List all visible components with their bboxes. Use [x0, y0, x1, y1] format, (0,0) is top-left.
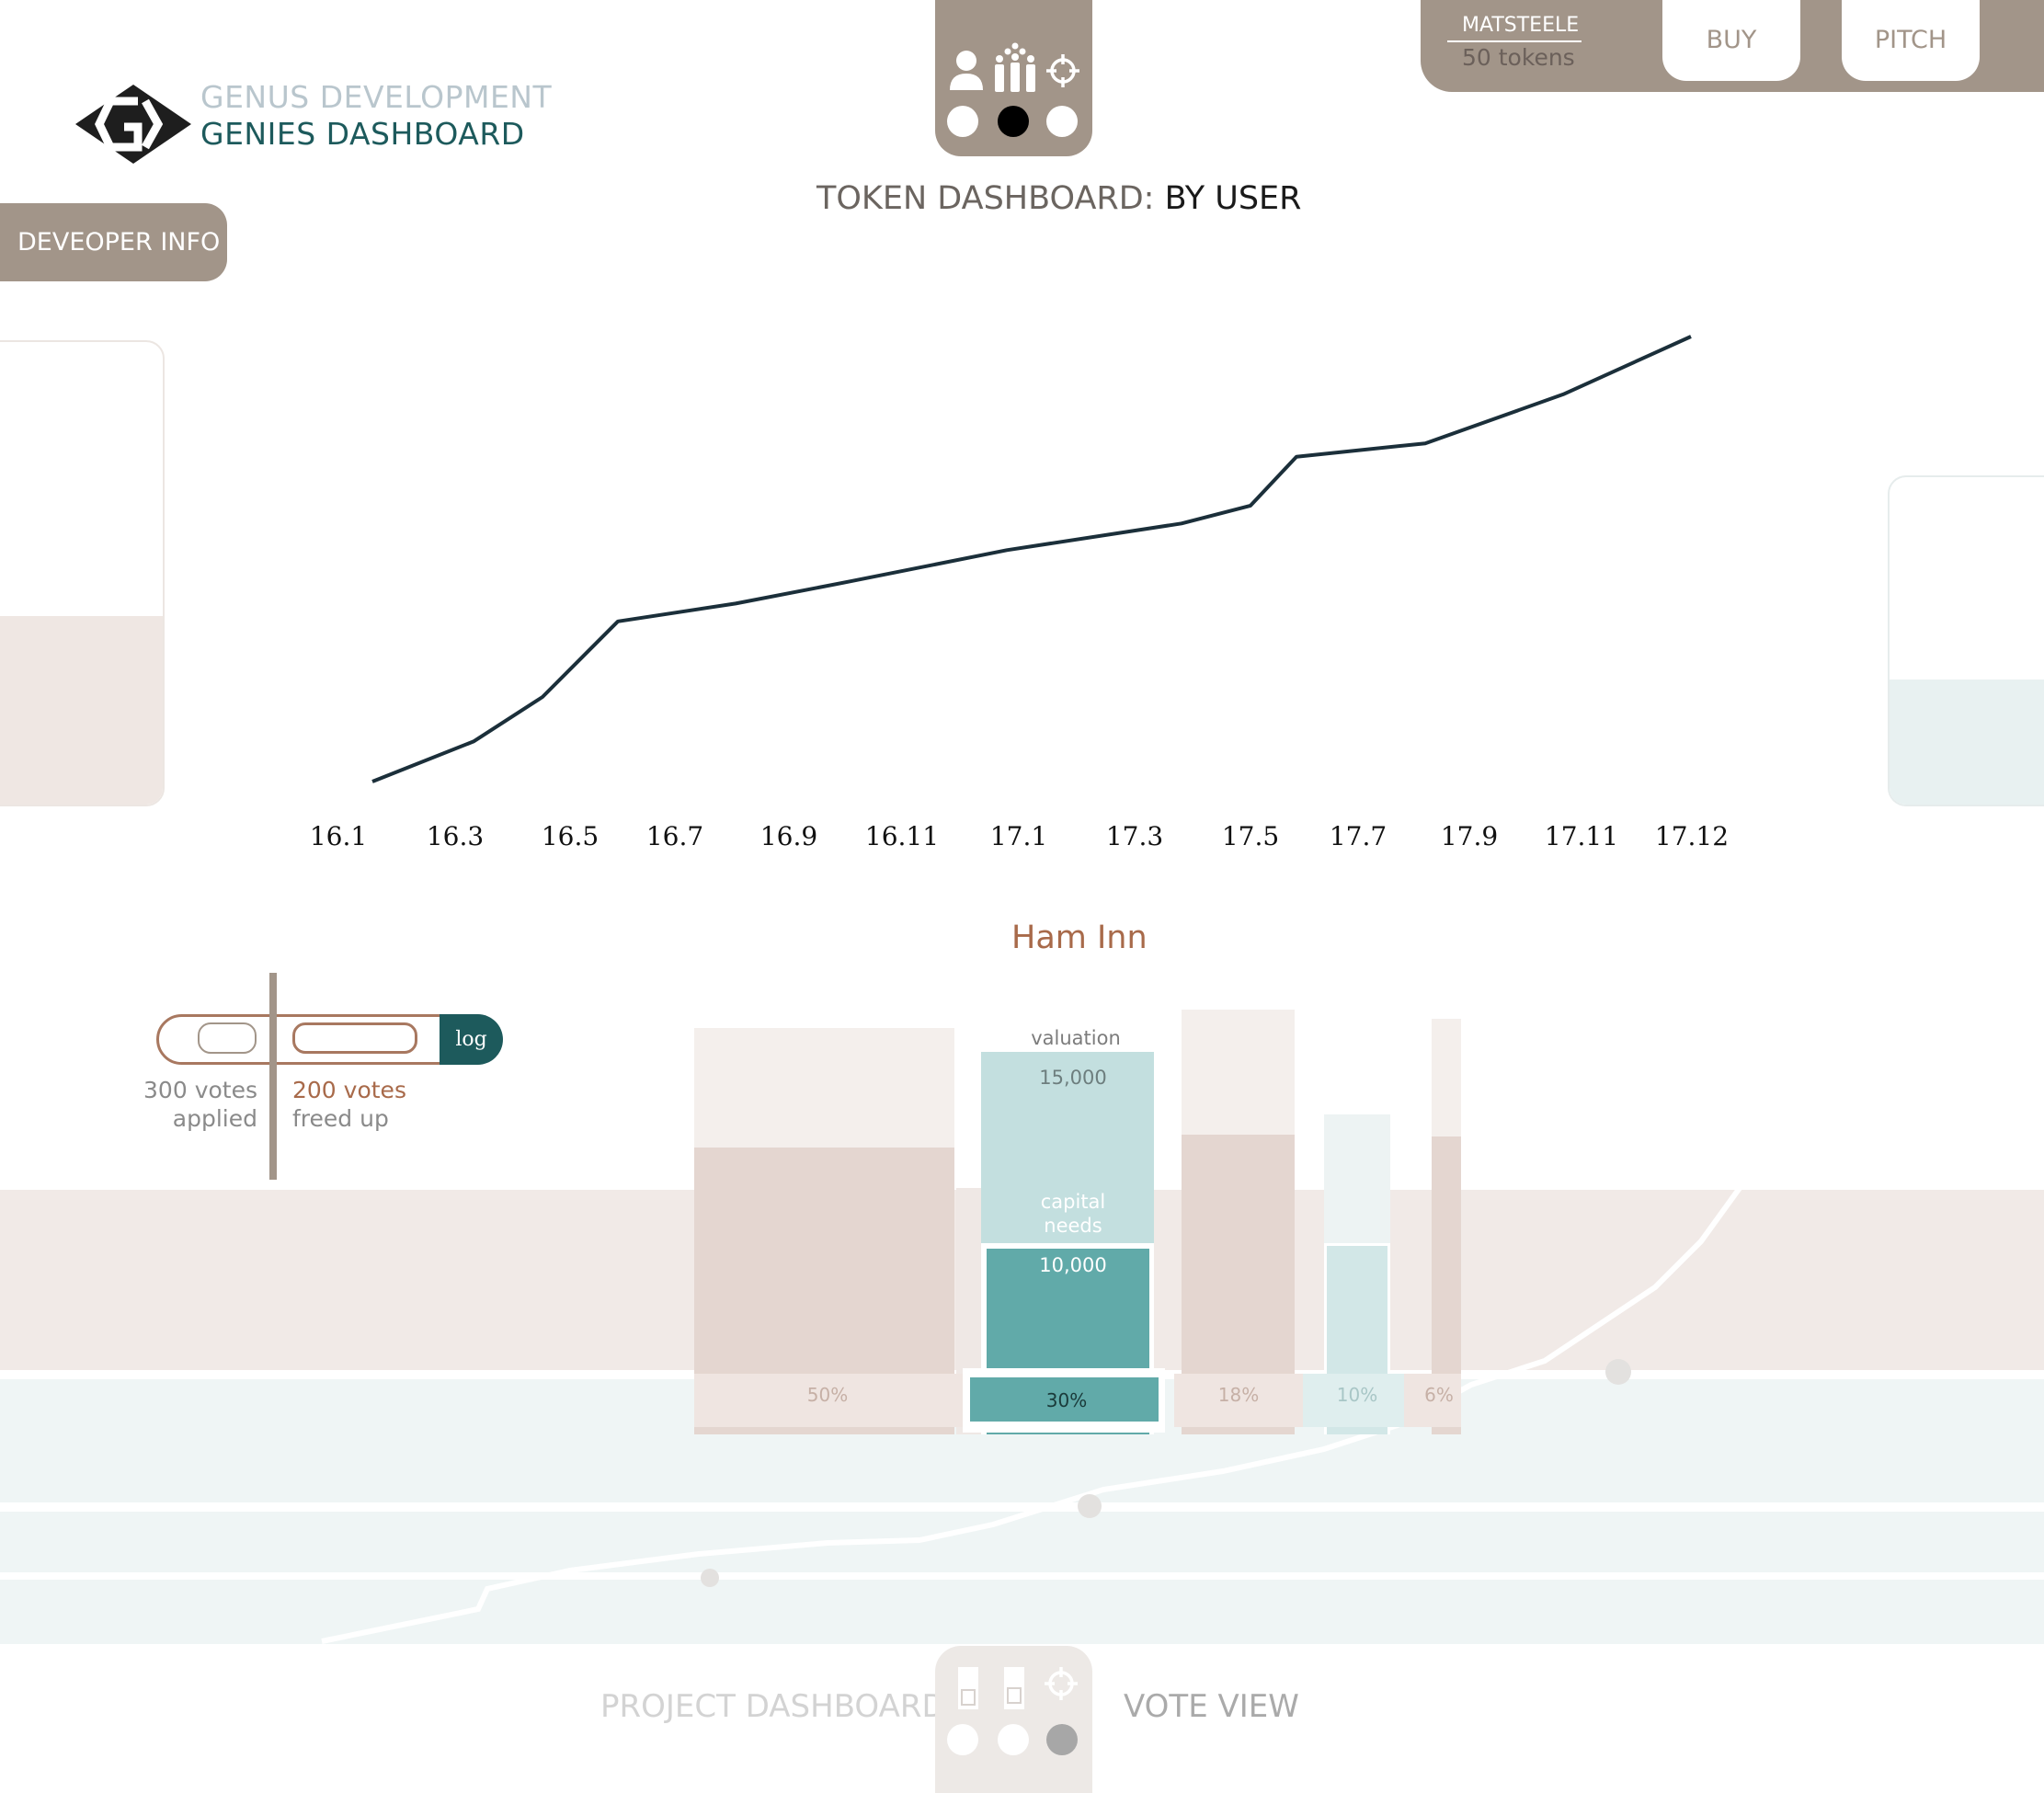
x-tick-label: 16.1: [310, 821, 367, 851]
developer-info-tab[interactable]: DEVEOPER INFO: [0, 203, 227, 281]
x-tick-label: 16.3: [427, 821, 484, 851]
product-name: GENIES DASHBOARD: [200, 116, 525, 152]
username-underline: [1447, 40, 1582, 42]
user-icon[interactable]: [946, 48, 987, 94]
share-value-3: 18%: [1218, 1384, 1259, 1406]
applied-votes-pill[interactable]: [198, 1022, 257, 1054]
title-view: BY USER: [1165, 180, 1302, 217]
share-value-1: 50%: [807, 1384, 848, 1406]
share-value-5: 6%: [1424, 1384, 1454, 1406]
vote-view-link[interactable]: VOTE VIEW: [1124, 1688, 1299, 1725]
x-tick-label: 16.7: [646, 821, 703, 851]
x-tick-label: 17.11: [1545, 821, 1618, 851]
x-tick-label: 17.12: [1655, 821, 1729, 851]
share-value-4: 10%: [1337, 1384, 1377, 1406]
bottom-dot-2[interactable]: [998, 1724, 1029, 1755]
target-icon[interactable]: [1045, 53, 1080, 88]
bar-1-top: [694, 1028, 954, 1148]
votes-freed-label: freed up: [292, 1105, 389, 1132]
genus-logo: [74, 83, 193, 166]
project-dashboard-link[interactable]: PROJECT DASHBOARD: [600, 1688, 946, 1725]
view-switcher: [935, 0, 1092, 156]
x-tick-label: 17.3: [1106, 821, 1163, 851]
x-tick-label: 17.7: [1330, 821, 1387, 851]
project-name: Ham Inn: [1011, 919, 1148, 956]
share-value-2: 30%: [1046, 1389, 1087, 1411]
freed-votes-pill[interactable]: [292, 1022, 417, 1054]
bar-3-top: [1182, 1010, 1295, 1135]
votes-freed-count: 200 votes: [292, 1077, 406, 1103]
title-prefix: TOKEN DASHBOARD:: [816, 180, 1154, 217]
bottom-target-icon[interactable]: [1044, 1666, 1079, 1701]
project-share-chart: valuation 15,000 capital needs 10,000 50…: [680, 993, 1490, 1434]
group-icon[interactable]: [992, 42, 1038, 94]
right-side-panel[interactable]: [1888, 475, 2044, 806]
valuation-value: 15,000: [1039, 1067, 1106, 1089]
left-panel-fill: [0, 616, 163, 805]
token-series-line: [372, 337, 1691, 782]
view-dot-user[interactable]: [947, 106, 978, 137]
company-name: GENUS DEVELOPMENT: [200, 79, 552, 115]
left-side-panel[interactable]: [0, 340, 165, 806]
bottom-dot-1[interactable]: [947, 1724, 978, 1755]
x-tick-label: 16.9: [760, 821, 817, 851]
votes-applied-count: 300 votes: [138, 1076, 257, 1104]
votes-freed: 200 votes freed up: [292, 1076, 406, 1133]
vote-slider-handle[interactable]: [269, 973, 277, 1180]
bar-5-top: [1432, 1019, 1461, 1136]
token-line-chart: 16.1 16.3 16.5 16.7 16.9 16.11 17.1 17.3 17.5 17.…: [276, 303, 1765, 874]
valuation-label: valuation: [1031, 1027, 1121, 1049]
capital-label-line2: needs: [1044, 1215, 1102, 1237]
buy-button[interactable]: BUY: [1662, 0, 1800, 81]
x-tick-label: 17.9: [1441, 821, 1498, 851]
log-scale-toggle[interactable]: log: [440, 1014, 503, 1065]
votes-applied-label: applied: [173, 1105, 257, 1132]
username[interactable]: MATSTEELE: [1462, 14, 1579, 37]
dashboard-title: TOKEN DASHBOARD: BY USER: [816, 180, 1301, 217]
votes-applied: 300 votes applied: [138, 1076, 257, 1133]
bottom-view-switcher: [935, 1646, 1092, 1793]
bar-4-top: [1324, 1114, 1390, 1243]
capital-value: 10,000: [1039, 1254, 1106, 1276]
x-tick-label: 16.5: [542, 821, 599, 851]
view-dot-group[interactable]: [998, 106, 1029, 137]
bar-view-icon[interactable]: [957, 1666, 979, 1710]
view-dot-target[interactable]: [1046, 106, 1078, 137]
bottom-dot-3[interactable]: [1046, 1724, 1078, 1755]
capital-label-line1: capital: [1041, 1191, 1106, 1213]
x-tick-label: 17.1: [990, 821, 1047, 851]
bar-view-alt-icon[interactable]: [1003, 1666, 1025, 1710]
pitch-button[interactable]: PITCH: [1842, 0, 1980, 81]
right-panel-fill: [1890, 680, 2044, 805]
x-tick-label: 16.11: [865, 821, 939, 851]
x-tick-label: 17.5: [1222, 821, 1279, 851]
token-balance: 50 tokens: [1462, 44, 1575, 71]
